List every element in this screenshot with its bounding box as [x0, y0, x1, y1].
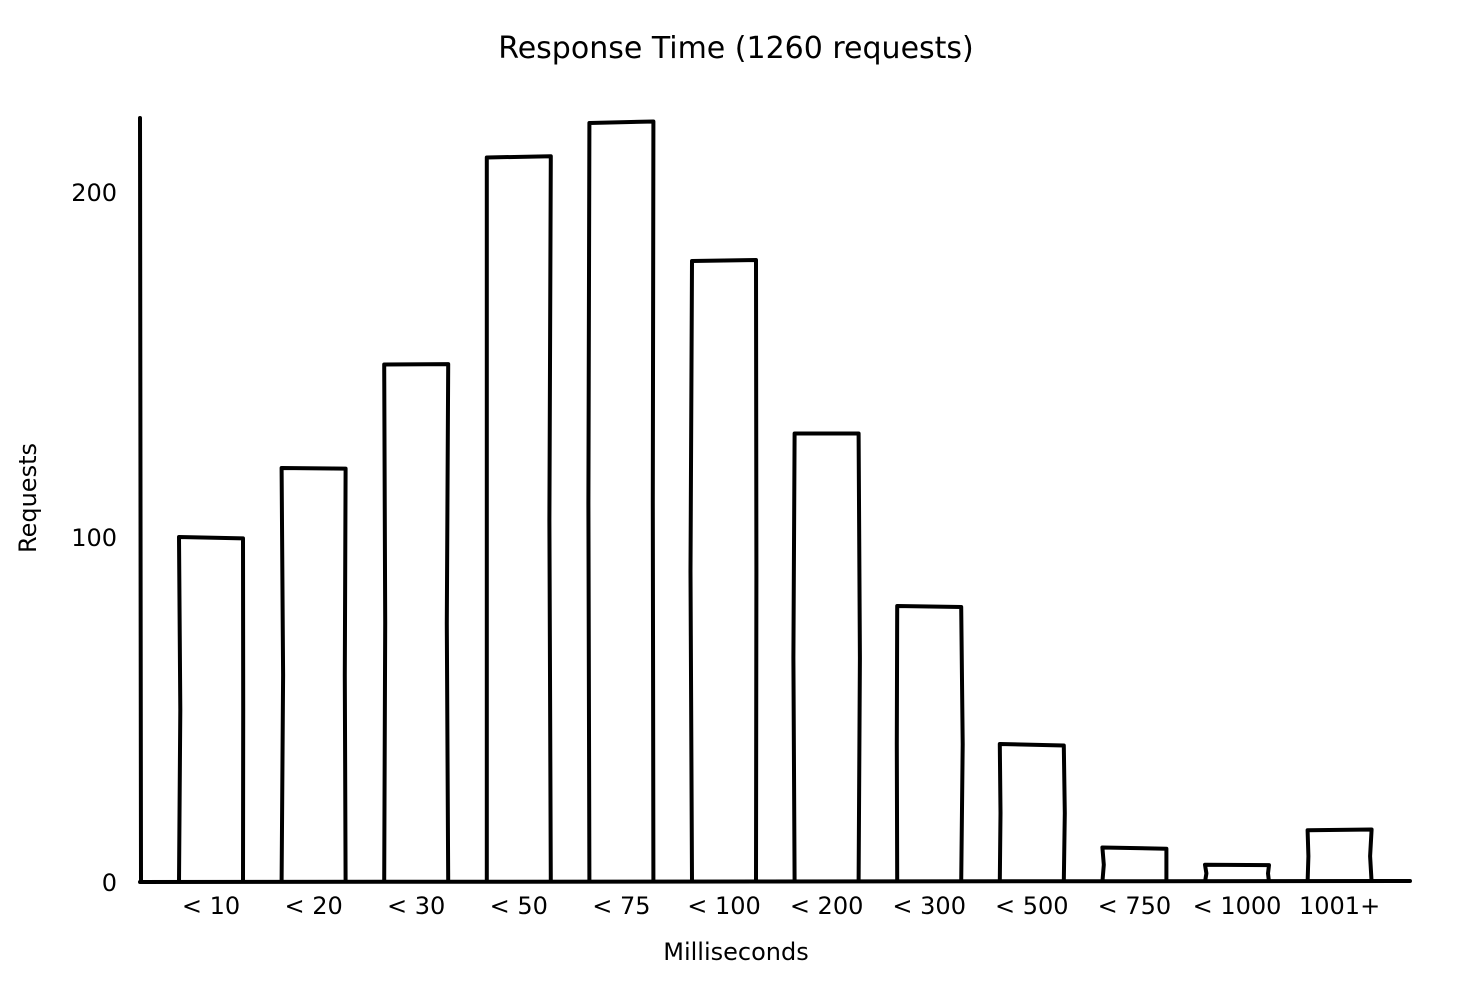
x-tick-label: < 300 [892, 892, 966, 920]
y-tick-label: 200 [71, 179, 117, 207]
chart-title: Response Time (1260 requests) [498, 31, 974, 66]
bar-4 [586, 119, 656, 883]
x-tick-label: < 20 [284, 892, 342, 920]
y-ticks: 0 100 200 [71, 179, 117, 897]
bar-6 [791, 431, 862, 883]
x-ticks: < 10 < 20 < 30 < 50 < 75 < 100 < 200 < 300 < 500… [182, 892, 1380, 920]
y-axis-label: Requests [14, 443, 42, 553]
x-axis-label: Milliseconds [663, 938, 808, 966]
x-tick-label: < 10 [182, 892, 240, 920]
bar-2 [382, 362, 451, 883]
x-tick-label: < 1000 [1193, 892, 1282, 920]
bar-8 [997, 742, 1067, 883]
bar-11 [1305, 827, 1374, 883]
bar-1 [279, 466, 348, 883]
x-axis [138, 879, 1412, 884]
x-tick-label: < 500 [995, 892, 1069, 920]
bar-5 [688, 258, 759, 883]
bar-3 [484, 154, 553, 883]
y-tick-label: 0 [102, 869, 117, 897]
y-axis [138, 116, 143, 884]
x-tick-label: < 200 [790, 892, 864, 920]
bar-9 [1100, 845, 1169, 883]
bar-10 [1203, 862, 1271, 883]
bar-0 [177, 535, 246, 883]
bar-7 [894, 604, 965, 883]
x-tick-label: < 50 [490, 892, 548, 920]
x-tick-label: < 750 [1098, 892, 1172, 920]
bars-group [177, 119, 1374, 883]
x-tick-label: < 100 [687, 892, 761, 920]
x-tick-label: < 75 [592, 892, 650, 920]
x-tick-label: 1001+ [1299, 892, 1380, 920]
y-tick-label: 100 [71, 524, 117, 552]
x-tick-label: < 30 [387, 892, 445, 920]
